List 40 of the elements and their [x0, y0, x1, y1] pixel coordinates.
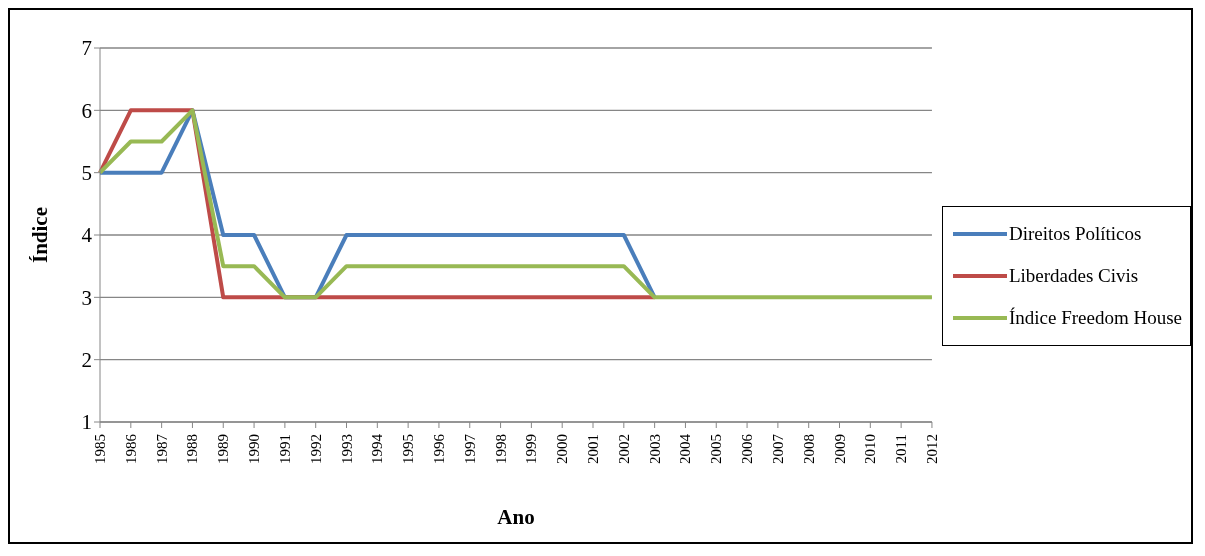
x-tick-label: 1988	[184, 434, 201, 464]
y-tick-label: 3	[81, 285, 92, 310]
y-tick-label: 2	[81, 348, 92, 373]
x-tick-label: 1994	[369, 433, 386, 464]
x-tick-label: 1990	[246, 434, 263, 464]
legend-label: Índice Freedom House	[1008, 307, 1182, 329]
x-tick-label: 2009	[831, 434, 848, 464]
x-tick-label: 1996	[430, 433, 447, 464]
x-tick-label: 1989	[215, 434, 232, 464]
x-tick-label: 1985	[92, 434, 108, 464]
x-tick-label: 1987	[153, 433, 170, 464]
y-tick-label: 7	[81, 36, 92, 61]
x-tick-label: 1993	[338, 434, 355, 464]
x-tick-label: 2012	[923, 434, 940, 464]
legend-label: Direitos Políticos	[1008, 223, 1142, 245]
legend-label: Liberdades Civis	[1008, 265, 1139, 287]
x-tick-label: 2011	[893, 434, 910, 464]
x-tick-label: 1995	[400, 434, 417, 464]
y-tick-label: 4	[81, 223, 93, 248]
x-tick-label: 1991	[276, 434, 293, 464]
x-tick-label: 2003	[646, 434, 663, 464]
x-tick-label: 2001	[585, 434, 601, 464]
y-tick-label: 6	[81, 98, 92, 123]
x-tick-label: 1992	[307, 434, 324, 464]
x-tick-label: 2008	[800, 434, 817, 464]
x-tick-label: 1986	[122, 433, 139, 464]
x-tick-label: 2005	[708, 434, 725, 464]
y-tick-label: 1	[81, 410, 92, 435]
x-tick-label: 2002	[615, 434, 632, 464]
x-tick-label: 1999	[523, 434, 540, 464]
x-tick-label: 2000	[554, 434, 571, 464]
x-tick-label: 2006	[739, 433, 756, 464]
x-tick-label: 1997	[461, 433, 478, 464]
x-tick-label: 2004	[677, 433, 694, 464]
x-axis-title: Ano	[497, 505, 535, 529]
y-tick-label: 5	[81, 161, 92, 186]
x-tick-label: 1998	[492, 434, 509, 464]
x-tick-label: 2007	[769, 433, 786, 464]
y-axis-title: Índice	[28, 206, 53, 264]
x-tick-label: 2010	[862, 434, 879, 464]
